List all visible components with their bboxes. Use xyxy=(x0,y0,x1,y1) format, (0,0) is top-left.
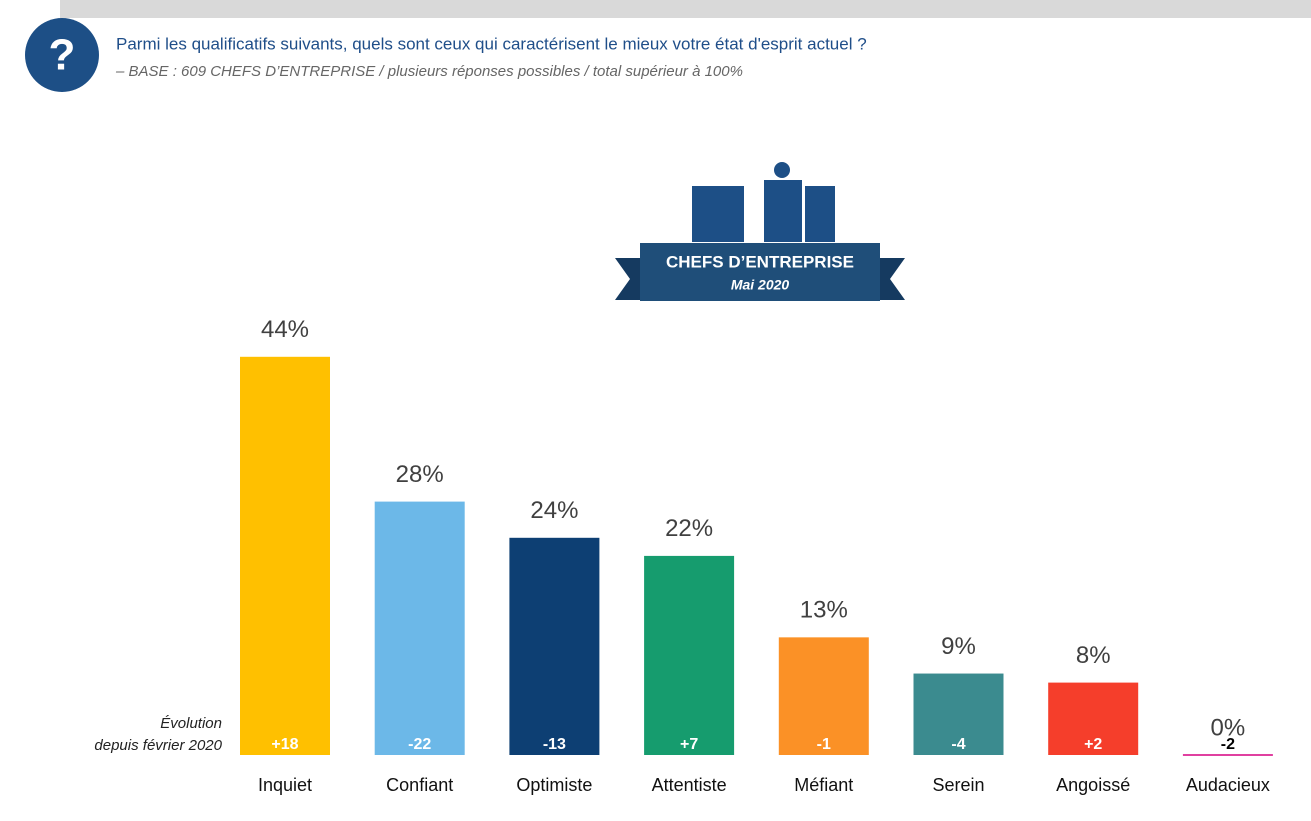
evolution-label: -2 xyxy=(1221,736,1235,753)
value-label: 8% xyxy=(1076,642,1111,669)
question-icon xyxy=(25,18,99,92)
evolution-caption: depuis février 2020 xyxy=(94,737,222,754)
evolution-label: +7 xyxy=(680,736,698,753)
category-label: Audacieux xyxy=(1186,775,1270,795)
question-mark: ? xyxy=(49,31,76,80)
value-label: 24% xyxy=(530,497,578,524)
bar xyxy=(913,673,1004,755)
evolution-label: +2 xyxy=(1084,736,1102,753)
bar xyxy=(509,537,600,755)
header-strip xyxy=(60,0,1311,18)
category-label: Optimiste xyxy=(516,775,592,795)
badge-title: CHEFS D’ENTREPRISE xyxy=(666,252,854,271)
value-label: 9% xyxy=(941,633,976,660)
value-label: 22% xyxy=(665,515,713,542)
value-label: 28% xyxy=(396,461,444,488)
category-label: Méfiant xyxy=(794,775,853,795)
value-label: 0% xyxy=(1211,714,1246,741)
bar xyxy=(240,356,330,755)
category-label: Inquiet xyxy=(258,775,312,795)
value-label: 44% xyxy=(261,316,309,343)
category-label: Attentiste xyxy=(652,775,727,795)
bar xyxy=(644,555,735,755)
evolution-label: -4 xyxy=(951,736,965,753)
evolution-label: -22 xyxy=(408,736,431,753)
badge: CHEFS D’ENTREPRISE Mai 2020 xyxy=(615,243,905,301)
category-label: Confiant xyxy=(386,775,453,795)
title: Parmi les qualificatifs suivants, quels … xyxy=(116,34,867,53)
evolution-label: +18 xyxy=(271,736,298,753)
category-label: Angoissé xyxy=(1056,775,1130,795)
bar xyxy=(778,637,869,755)
evolution-caption: Évolution xyxy=(160,715,222,732)
value-label: 13% xyxy=(800,597,848,624)
evolution-label: -1 xyxy=(817,736,831,753)
bar xyxy=(1048,682,1139,755)
badge-subtitle: Mai 2020 xyxy=(731,277,790,293)
building-icon xyxy=(692,162,835,242)
category-label: Serein xyxy=(932,775,984,795)
bar xyxy=(374,501,465,755)
subtitle: – BASE : 609 CHEFS D’ENTREPRISE / plusie… xyxy=(115,63,743,80)
evolution-label: -13 xyxy=(543,736,566,753)
